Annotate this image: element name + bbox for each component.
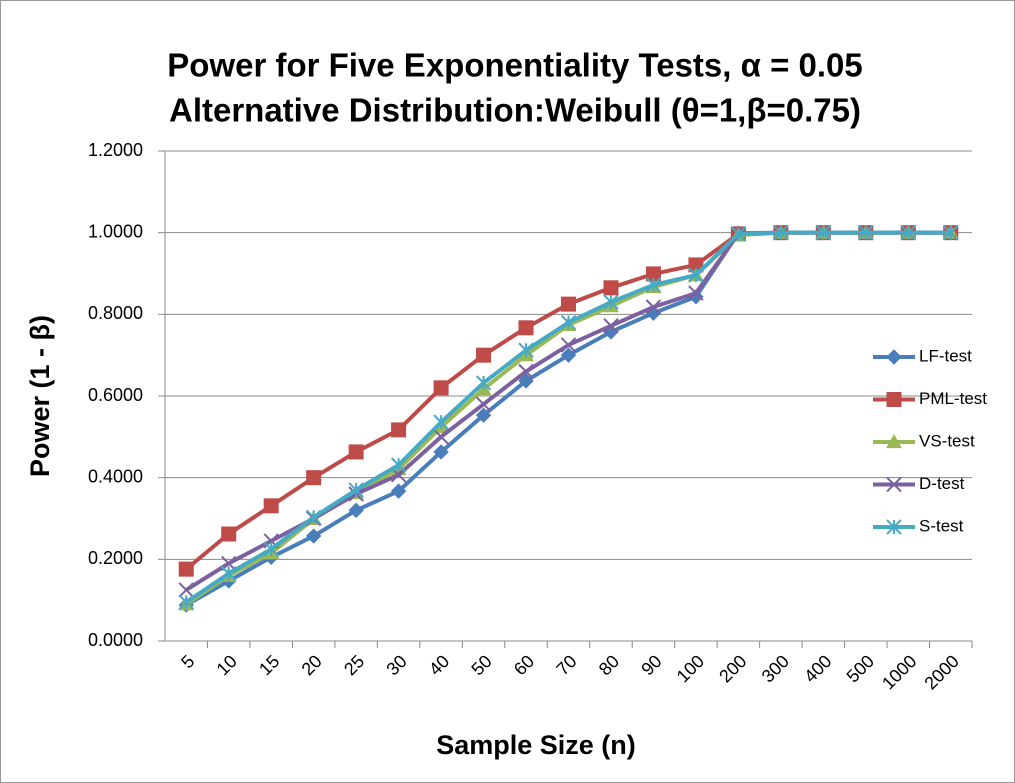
- data-point: [688, 267, 704, 283]
- data-point: [305, 528, 322, 544]
- data-point: [476, 347, 492, 363]
- data-point: [560, 314, 577, 331]
- data-point: [390, 483, 407, 499]
- y-tick-label: 0.0000: [88, 630, 143, 650]
- data-point: [391, 422, 407, 438]
- chart-title: Power for Five Exponentiality Tests, α =…: [167, 47, 862, 84]
- data-point: [433, 429, 449, 445]
- data-point: [518, 373, 534, 389]
- data-point: [603, 280, 619, 296]
- data-point: [943, 224, 959, 241]
- data-point: [306, 470, 322, 486]
- y-axis-title: Power (1 - β): [25, 315, 55, 477]
- data-point: [178, 561, 194, 577]
- data-point: [263, 541, 279, 557]
- data-point: [815, 224, 832, 241]
- legend-label: LF-test: [919, 346, 972, 365]
- data-point: [348, 444, 364, 460]
- data-point: [475, 396, 492, 412]
- legend-marker: [886, 392, 902, 407]
- data-point: [688, 285, 704, 301]
- data-point: [305, 509, 322, 525]
- data-point: [603, 318, 619, 334]
- data-point: [475, 375, 492, 391]
- y-tick-label: 0.8000: [88, 303, 143, 323]
- data-point: [645, 277, 662, 293]
- data-point: [475, 407, 492, 423]
- legend-label: VS-test: [919, 431, 975, 450]
- data-point: [518, 320, 534, 336]
- data-point: [858, 224, 874, 241]
- data-point: [348, 502, 364, 519]
- data-point: [900, 224, 916, 241]
- data-point: [348, 482, 364, 498]
- y-tick-label: 0.6000: [88, 385, 143, 405]
- y-tick-label: 0.2000: [88, 548, 143, 568]
- y-tick-label: 1.2000: [88, 140, 143, 160]
- data-point: [433, 414, 449, 430]
- data-point: [263, 498, 279, 514]
- legend-label: D-test: [919, 474, 965, 493]
- data-point: [390, 457, 407, 473]
- legend-marker: [886, 349, 902, 365]
- data-point: [560, 337, 577, 353]
- legend-label: PML-test: [919, 389, 987, 408]
- legend-marker: [886, 519, 902, 535]
- data-point: [730, 226, 747, 242]
- data-point: [178, 594, 194, 610]
- legend-marker: [886, 476, 902, 493]
- legend-label: S-test: [919, 516, 964, 535]
- data-point: [433, 380, 449, 396]
- x-axis-title: Sample Size (n): [436, 730, 636, 760]
- y-tick-label: 1.0000: [88, 221, 143, 241]
- data-point: [645, 299, 662, 315]
- chart-subtitle: Alternative Distribution:Weibull (θ=1,β=…: [169, 92, 861, 129]
- data-point: [433, 444, 449, 460]
- data-point: [221, 565, 237, 582]
- data-point: [603, 294, 619, 310]
- data-point: [518, 342, 534, 358]
- data-point: [561, 296, 576, 312]
- legend-marker: [886, 433, 902, 449]
- data-point: [221, 526, 237, 542]
- data-point: [518, 363, 534, 380]
- y-tick-label: 0.4000: [88, 466, 143, 486]
- data-point: [773, 224, 789, 241]
- data-point: [560, 347, 577, 363]
- data-point: [178, 582, 194, 598]
